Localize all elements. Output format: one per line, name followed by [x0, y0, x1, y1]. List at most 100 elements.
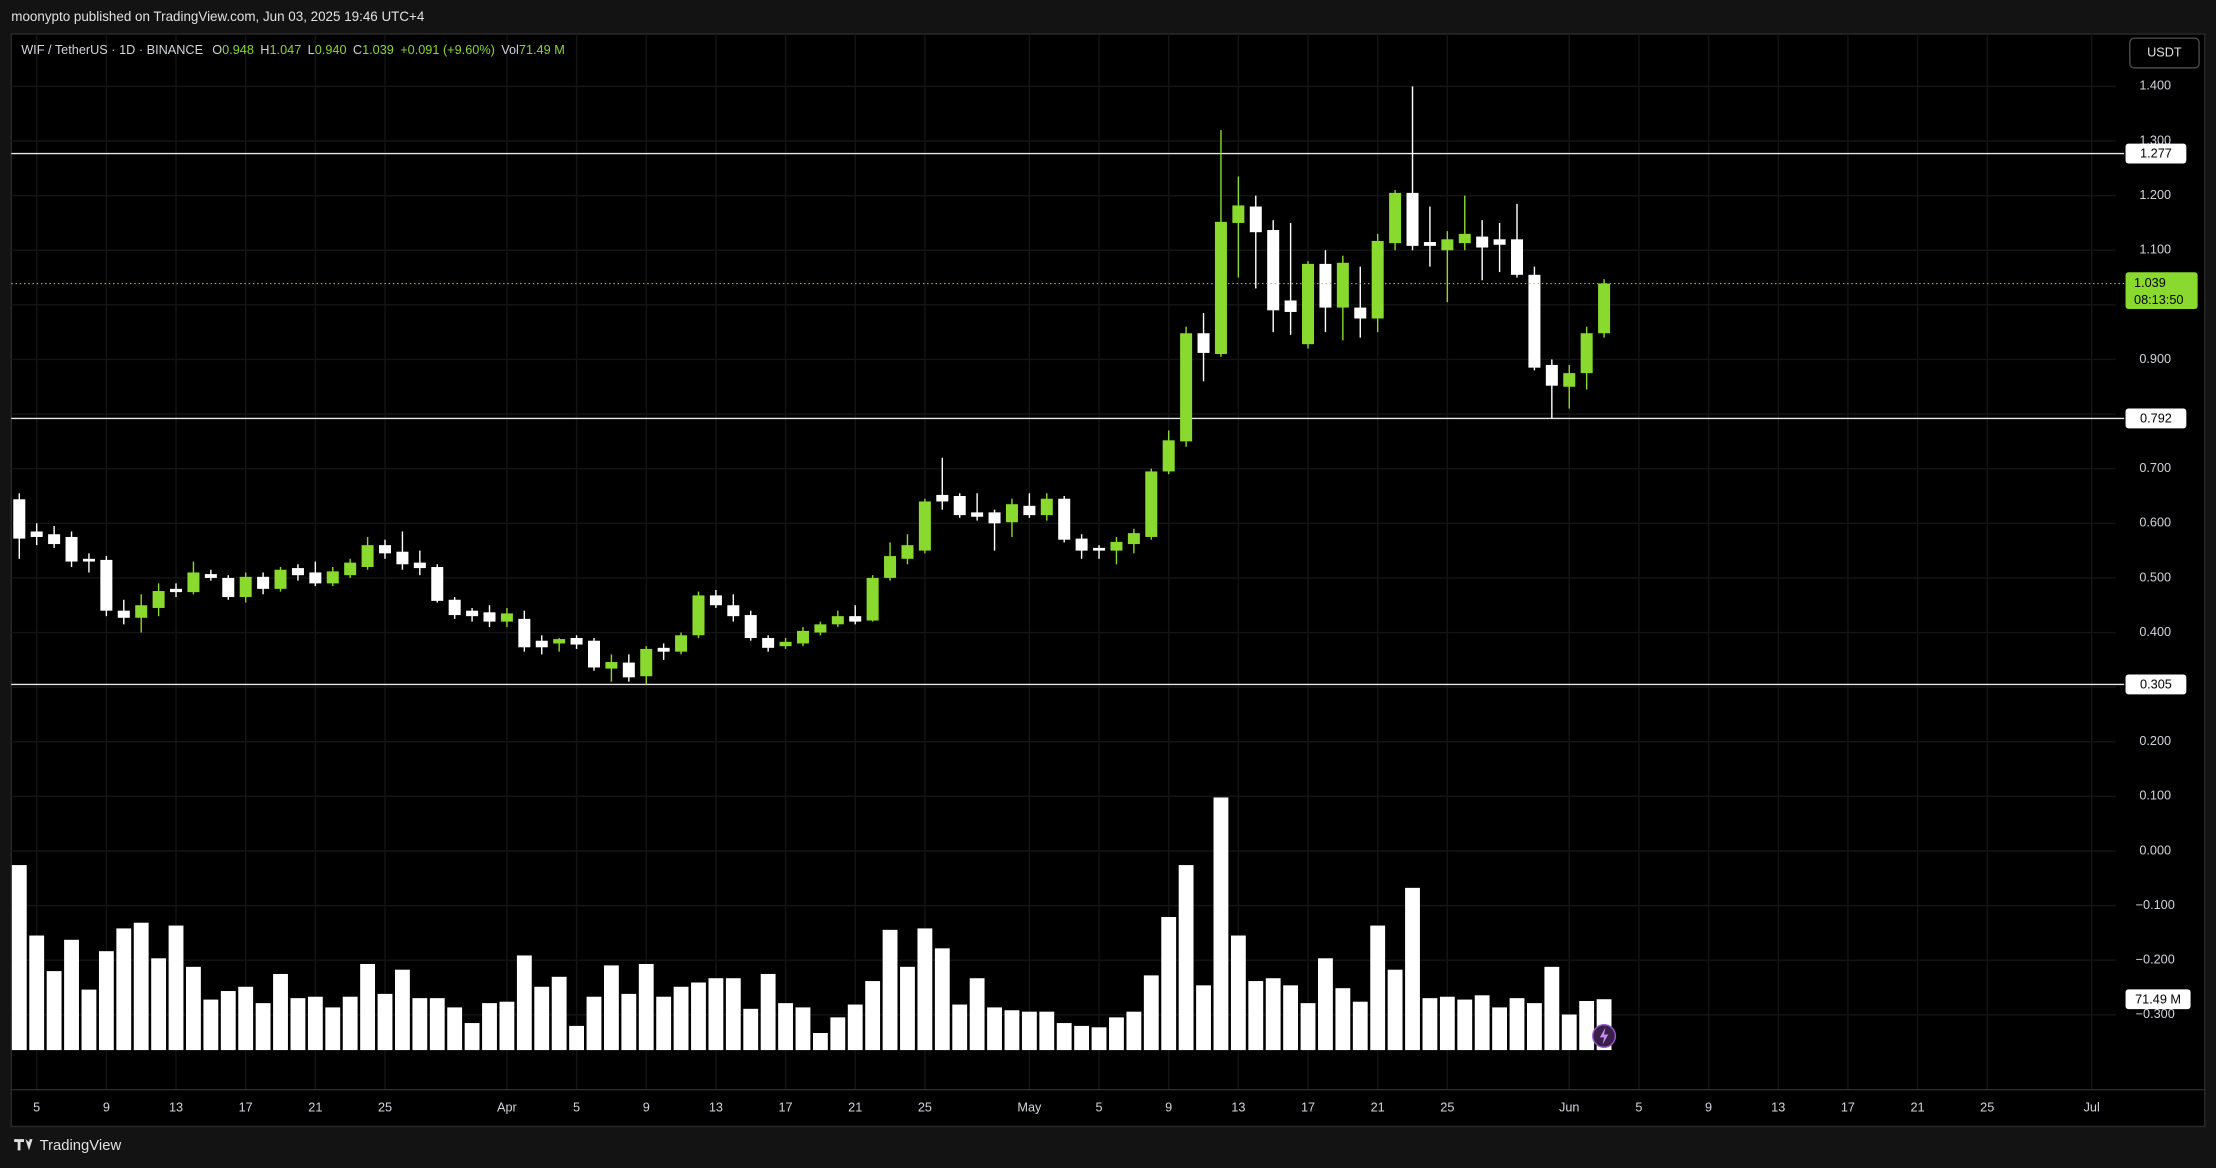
x-tick-label: 5 — [573, 1099, 580, 1114]
volume-bar — [29, 935, 45, 1051]
candle-body — [570, 637, 583, 645]
countdown-label: 08:13:50 — [2134, 292, 2183, 307]
currency-label[interactable]: USDT — [2147, 44, 2182, 59]
candle-body — [257, 576, 270, 589]
event-icon-bolt — [1599, 1027, 1609, 1045]
x-tick-label: 25 — [918, 1099, 932, 1114]
candle-body — [535, 640, 548, 648]
volume-bar — [186, 966, 201, 1051]
symbol-title: WIF / TetherUS · 1D · BINANCE — [21, 42, 203, 57]
status-value: 71.49 M — [519, 42, 565, 57]
volume-bar — [673, 986, 689, 1051]
candle-body — [1563, 373, 1576, 387]
volume-bar — [1161, 917, 1177, 1051]
candle-body — [1510, 239, 1524, 275]
volume-bar — [1474, 995, 1490, 1051]
y-tick-label: 0.100 — [2139, 788, 2171, 803]
brand-name: TradingView — [40, 1138, 122, 1154]
volume-bar — [569, 1025, 584, 1051]
volume-bar — [482, 1003, 497, 1051]
level-tag — [2125, 674, 2187, 695]
x-tick-label: 17 — [1841, 1099, 1855, 1114]
currency-button[interactable] — [2129, 37, 2200, 69]
brand-logo — [14, 1139, 33, 1151]
volume-bar — [1230, 935, 1246, 1051]
volume-bar — [325, 1007, 341, 1051]
candle-body — [1354, 307, 1367, 319]
last-price-label: 1.039 — [2134, 275, 2166, 290]
candle-body — [866, 577, 879, 621]
x-tick-label: 17 — [1301, 1099, 1315, 1114]
plot — [11, 86, 2125, 1051]
volume-bar — [1248, 981, 1264, 1051]
candle-body — [709, 595, 722, 606]
y-tick-label: 0.600 — [2139, 515, 2171, 530]
candle-body — [1441, 239, 1454, 251]
candle-body — [518, 618, 531, 648]
candle-body — [814, 624, 827, 633]
x-tick-label: 13 — [1231, 1099, 1245, 1114]
x-tick-label: 17 — [239, 1099, 253, 1114]
volume-bar — [1056, 1023, 1072, 1051]
candle-body — [379, 545, 392, 554]
candle-body — [466, 610, 479, 617]
candle-body — [918, 501, 931, 551]
y-tick-label: 0.900 — [2139, 351, 2171, 366]
volume-bar — [743, 1008, 759, 1051]
volume-bar — [638, 963, 654, 1051]
volume-bar — [1300, 1003, 1316, 1051]
volume-bar — [1352, 1001, 1368, 1051]
volume-bar — [447, 1007, 463, 1051]
axes: 1.4001.3001.2001.1001.0000.9000.8000.700… — [33, 78, 2198, 1114]
volume-bar — [934, 948, 950, 1051]
volume-bar — [1109, 1017, 1124, 1051]
volume-bar — [1544, 966, 1560, 1051]
volume-bar — [133, 922, 149, 1051]
volume-bar — [116, 928, 132, 1051]
candle-body — [65, 536, 78, 562]
volume-bar — [1265, 978, 1281, 1051]
candle-body — [30, 531, 43, 537]
volume-bar — [1439, 996, 1455, 1051]
volume-bar — [81, 989, 97, 1051]
volume-bar — [1039, 1011, 1055, 1051]
candle-body — [1598, 283, 1611, 334]
volume-bar — [917, 928, 933, 1051]
volume-bar — [1457, 999, 1473, 1051]
status-key: H — [260, 42, 269, 57]
volume-bar — [203, 999, 219, 1051]
volume-bar — [812, 1033, 828, 1051]
level-label: 0.792 — [2140, 411, 2172, 426]
volume-bar — [412, 998, 428, 1051]
candle-body — [622, 662, 635, 678]
candle-body — [1214, 221, 1227, 355]
x-tick-label: 5 — [33, 1099, 40, 1114]
volume-bar — [1370, 925, 1386, 1051]
y-tick-label: 1.400 — [2139, 78, 2171, 93]
candle-body — [762, 637, 775, 648]
candle-body — [1093, 547, 1106, 551]
x-tick-label: 21 — [308, 1099, 322, 1114]
candle-body — [152, 591, 165, 608]
volume-bar — [1422, 998, 1438, 1051]
volume-bar — [1527, 1003, 1542, 1051]
candle-body — [483, 612, 496, 622]
x-tick-label: 25 — [1440, 1099, 1454, 1114]
candle-body — [779, 641, 792, 647]
level-tag — [2125, 408, 2187, 429]
volume-bar — [1283, 985, 1299, 1051]
volume-bar — [1492, 1007, 1508, 1051]
volume-bar — [64, 939, 79, 1051]
candle-body — [309, 572, 322, 584]
volume-bar — [1126, 1011, 1142, 1051]
volume-bar — [168, 925, 184, 1051]
status-key: O — [212, 42, 222, 57]
volume-bar — [778, 1003, 793, 1051]
y-tick-label: −0.300 — [2136, 1006, 2175, 1021]
y-tick-label: 0.500 — [2139, 569, 2171, 584]
candle-body — [1023, 505, 1036, 516]
candle-body — [727, 605, 740, 617]
x-tick-label: 9 — [643, 1099, 650, 1114]
